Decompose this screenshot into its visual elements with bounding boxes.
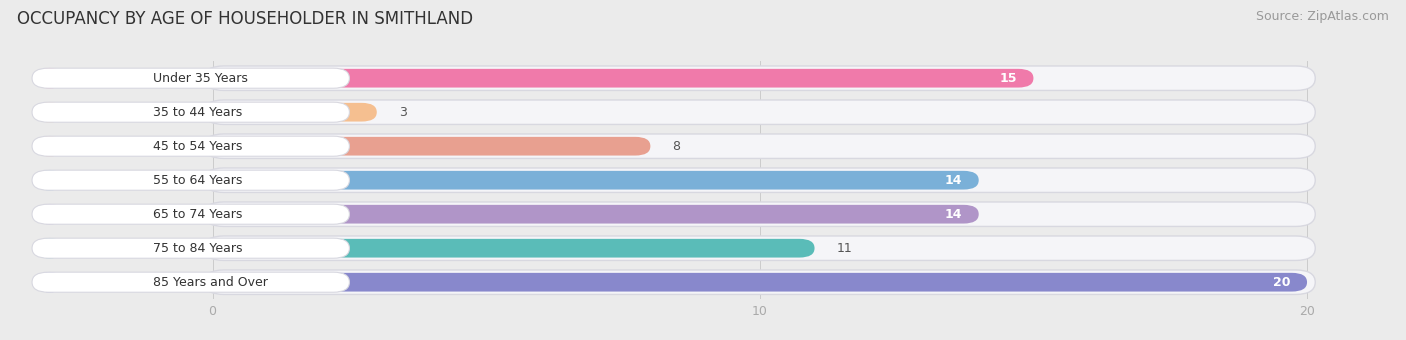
FancyBboxPatch shape [32,136,350,156]
FancyBboxPatch shape [204,134,1315,158]
Text: 3: 3 [399,106,406,119]
Circle shape [35,103,65,122]
Text: OCCUPANCY BY AGE OF HOUSEHOLDER IN SMITHLAND: OCCUPANCY BY AGE OF HOUSEHOLDER IN SMITH… [17,10,472,28]
FancyBboxPatch shape [212,239,814,258]
Text: 45 to 54 Years: 45 to 54 Years [153,140,242,153]
Text: 20: 20 [1272,276,1291,289]
Text: 65 to 74 Years: 65 to 74 Years [153,208,242,221]
FancyBboxPatch shape [204,66,1315,90]
FancyBboxPatch shape [32,272,350,292]
FancyBboxPatch shape [32,238,350,258]
Text: Source: ZipAtlas.com: Source: ZipAtlas.com [1256,10,1389,23]
FancyBboxPatch shape [212,205,979,224]
Circle shape [35,273,65,292]
Text: 11: 11 [837,242,852,255]
Text: 55 to 64 Years: 55 to 64 Years [153,174,242,187]
FancyBboxPatch shape [212,103,377,122]
Circle shape [35,69,65,88]
FancyBboxPatch shape [204,202,1315,226]
Text: 75 to 84 Years: 75 to 84 Years [153,242,242,255]
Text: 85 Years and Over: 85 Years and Over [153,276,267,289]
Circle shape [35,239,65,258]
Text: Under 35 Years: Under 35 Years [153,72,247,85]
FancyBboxPatch shape [32,68,350,88]
Circle shape [35,171,65,190]
Text: 8: 8 [672,140,681,153]
FancyBboxPatch shape [204,236,1315,260]
FancyBboxPatch shape [212,273,1308,292]
FancyBboxPatch shape [204,168,1315,192]
FancyBboxPatch shape [212,137,651,156]
Text: 14: 14 [945,174,962,187]
Text: 14: 14 [945,208,962,221]
FancyBboxPatch shape [32,204,350,224]
FancyBboxPatch shape [32,102,350,122]
FancyBboxPatch shape [32,170,350,190]
FancyBboxPatch shape [212,171,979,190]
Circle shape [35,137,65,156]
FancyBboxPatch shape [204,100,1315,124]
Circle shape [35,205,65,224]
FancyBboxPatch shape [204,270,1315,294]
Text: 15: 15 [1000,72,1017,85]
Text: 35 to 44 Years: 35 to 44 Years [153,106,242,119]
FancyBboxPatch shape [212,69,1033,88]
